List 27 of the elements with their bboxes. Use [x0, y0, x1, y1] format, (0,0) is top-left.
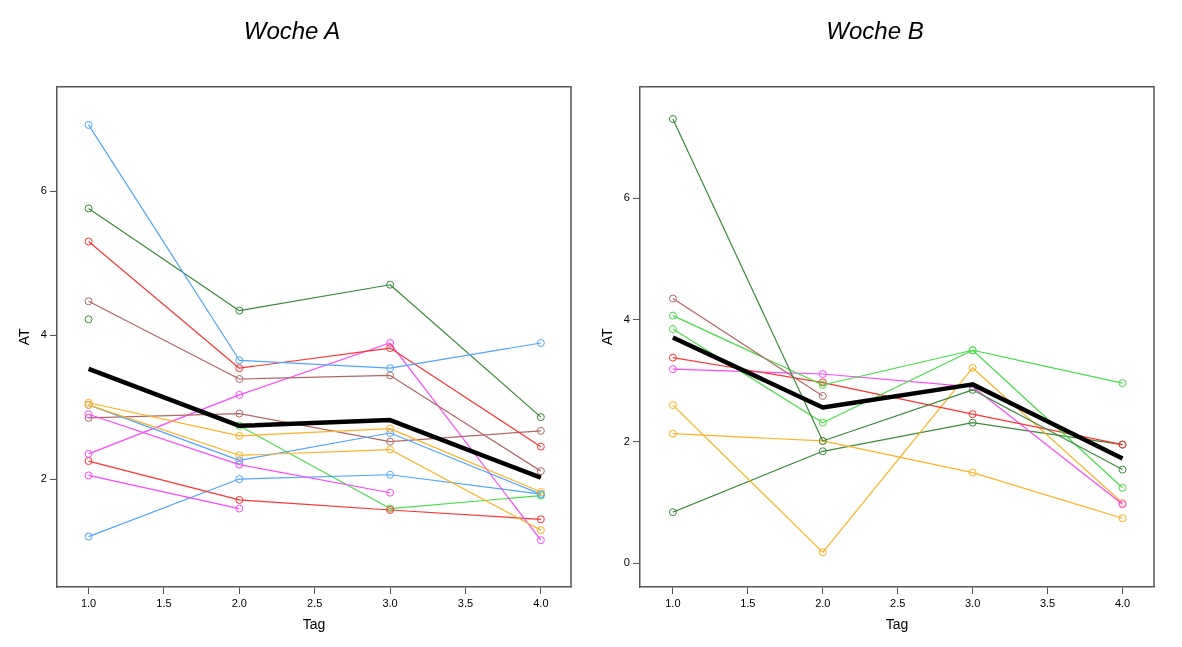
y-tick-label: 4 — [623, 312, 630, 325]
x-tick-label: 1.0 — [80, 596, 97, 609]
y-tick-label: 0 — [623, 556, 630, 569]
x-axis-title: Tag — [302, 616, 326, 633]
y-axis-title: AT — [599, 328, 616, 346]
y-tick-label: 6 — [623, 191, 630, 204]
x-axis-title: Tag — [885, 616, 909, 633]
y-tick-label: 6 — [40, 184, 47, 197]
x-tick-label: 2.5 — [890, 596, 906, 609]
x-tick-label: 1.5 — [740, 596, 756, 609]
x-tick-label: 2.0 — [231, 596, 247, 609]
chart-title: Woche A — [243, 17, 341, 45]
chart-title: Woche B — [826, 17, 924, 45]
x-tick-label: 2.5 — [307, 596, 323, 609]
y-tick-label: 4 — [40, 328, 47, 341]
x-tick-label: 3.5 — [1039, 596, 1056, 609]
x-tick-label: 1.5 — [156, 596, 172, 609]
x-tick-label: 4.0 — [1114, 596, 1131, 609]
x-tick-label: 4.0 — [533, 596, 549, 609]
x-tick-label: 2.0 — [815, 596, 831, 609]
x-tick-label: 3.0 — [965, 596, 981, 609]
y-tick-label: 2 — [623, 434, 630, 447]
y-tick-label: 2 — [40, 472, 47, 485]
x-tick-label: 3.0 — [382, 596, 398, 609]
x-tick-label: 1.0 — [665, 596, 681, 609]
x-tick-label: 3.5 — [457, 596, 474, 609]
y-axis-title: AT — [16, 328, 33, 346]
